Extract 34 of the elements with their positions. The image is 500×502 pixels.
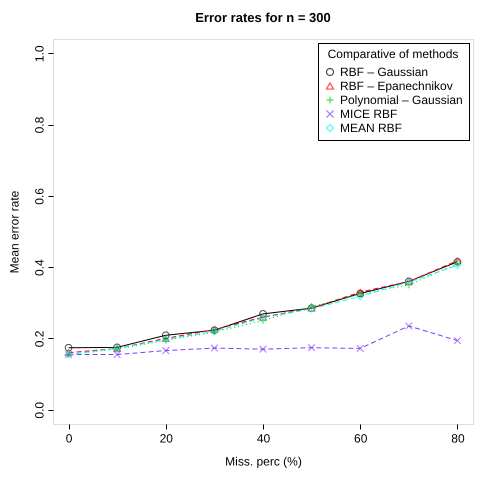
legend-label: MEAN RBF — [340, 121, 402, 135]
legend-label: RBF – Gaussian — [340, 65, 428, 79]
x-tick-label: 0 — [66, 432, 73, 446]
legend-label: MICE RBF — [340, 107, 398, 121]
point — [404, 281, 413, 289]
y-tick-label: 0.4 — [32, 258, 46, 276]
y-tick-label: 0.6 — [32, 188, 46, 205]
point — [162, 346, 170, 354]
point — [113, 350, 122, 358]
point — [404, 322, 413, 330]
y-tick-label: 0.2 — [32, 330, 46, 348]
y-tick-label: 1.0 — [32, 45, 46, 62]
x-tick-label: 80 — [451, 432, 465, 446]
x-axis-title: Miss. perc (%) — [225, 454, 302, 468]
point — [308, 344, 316, 352]
point — [64, 344, 72, 352]
legend-label: RBF – Epanechnikov — [340, 79, 453, 93]
point — [210, 344, 218, 352]
legend-label: Polynomial – Gaussian — [340, 93, 463, 107]
point — [356, 292, 364, 300]
x-tick-label: 20 — [160, 432, 174, 446]
y-tick-label: 0.8 — [32, 116, 46, 134]
legend-title: Comparative of methods — [328, 47, 458, 61]
point — [259, 310, 267, 318]
point — [356, 344, 364, 352]
chart-title: Error rates for n = 300 — [195, 10, 331, 25]
point — [259, 345, 267, 353]
point — [162, 331, 170, 340]
x-tick-label: 40 — [256, 432, 270, 446]
point — [454, 336, 462, 344]
x-tick-label: 60 — [354, 432, 368, 446]
point — [259, 316, 267, 324]
y-tick-label: 0.0 — [32, 402, 46, 419]
y-axis-title: Mean error rate — [8, 190, 22, 274]
